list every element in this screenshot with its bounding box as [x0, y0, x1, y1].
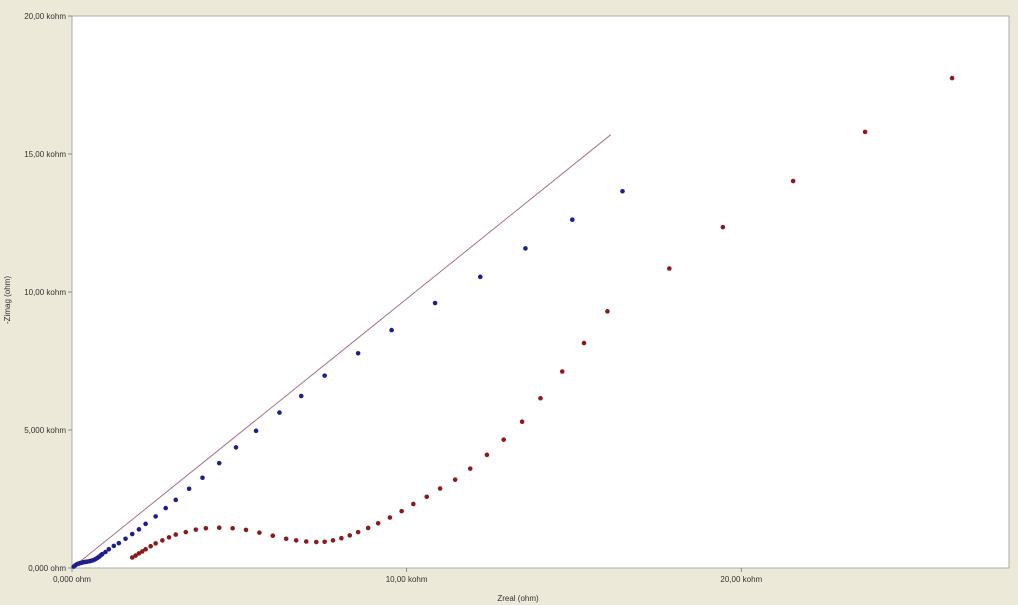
data-point [143, 546, 148, 552]
data-point [355, 350, 361, 356]
data-point [153, 514, 158, 519]
data-point [233, 445, 239, 450]
x-tick-label: 10,00 kohm [386, 575, 428, 584]
data-point [166, 535, 172, 540]
data-point [129, 531, 135, 537]
data-point [143, 521, 148, 527]
y-tick-label: 0,000 ohm [28, 564, 66, 573]
data-point [862, 129, 868, 135]
data-point [581, 340, 587, 346]
data-point [183, 529, 189, 535]
data-point [106, 546, 112, 552]
y-tick-label: 5,000 kohm [24, 426, 66, 435]
x-axis-ticks: 0,000 ohm 10,00 kohm 20,00 kohm [53, 568, 763, 584]
data-point [720, 224, 726, 230]
data-point [432, 300, 438, 306]
data-point [103, 549, 108, 555]
y-axis-ticks: 0,000 ohm 5,000 kohm 10,00 kohm 15,00 kohm 2… [24, 12, 72, 573]
data-point [160, 538, 165, 543]
data-point [123, 536, 128, 542]
data-point [200, 475, 205, 481]
data-point [133, 553, 138, 558]
data-point [243, 527, 249, 533]
data-series-group [71, 75, 955, 569]
data-point [313, 539, 319, 545]
data-point [605, 309, 610, 314]
data-point [257, 530, 262, 535]
data-point [173, 532, 179, 537]
y-tick-label: 15,00 kohm [24, 150, 66, 159]
series-1 [129, 75, 955, 560]
data-point [523, 246, 528, 251]
data-point [559, 369, 565, 374]
reference-line-group [71, 134, 612, 569]
data-point [375, 520, 381, 526]
data-point [253, 428, 259, 434]
data-point [193, 527, 199, 532]
data-point [667, 266, 672, 271]
data-point [389, 327, 394, 333]
data-point [424, 494, 430, 500]
data-point [501, 437, 506, 442]
data-point [270, 533, 276, 539]
data-point [330, 538, 336, 543]
data-point [387, 515, 393, 520]
data-point [216, 460, 222, 466]
data-point [111, 543, 117, 549]
data-point [347, 533, 353, 538]
data-point [484, 452, 490, 458]
data-point [437, 486, 443, 491]
data-point [129, 555, 135, 560]
data-point [949, 75, 955, 81]
data-point [790, 178, 796, 184]
series-0 [71, 188, 625, 569]
plot-area [71, 15, 1010, 569]
y-axis-title: -Zimag (ohm) [3, 276, 12, 324]
data-point [298, 393, 304, 399]
x-tick-label: 0,000 ohm [53, 575, 91, 584]
data-point [216, 525, 222, 531]
data-point [322, 373, 327, 378]
x-axis-title: Zreal (ohm) [497, 594, 539, 603]
data-point [283, 536, 289, 542]
data-point [293, 538, 299, 543]
data-point [136, 551, 142, 556]
data-point [355, 529, 361, 535]
data-point [139, 549, 145, 554]
data-point [99, 551, 105, 557]
y-tick-label: 10,00 kohm [24, 288, 66, 297]
data-point [519, 419, 525, 425]
data-point [230, 525, 235, 531]
data-point [153, 541, 158, 546]
data-point [365, 525, 371, 531]
data-point [148, 543, 153, 549]
data-point [203, 525, 209, 531]
data-point [399, 508, 404, 514]
data-point [186, 486, 192, 492]
data-point [411, 501, 416, 507]
data-point [452, 477, 458, 482]
data-point [277, 410, 282, 415]
x-tick-label: 20,00 kohm [720, 575, 762, 584]
data-point [620, 188, 625, 194]
data-point [538, 395, 543, 401]
data-point [136, 527, 142, 532]
data-point [339, 535, 344, 541]
data-point [569, 217, 575, 222]
data-point [477, 274, 483, 280]
data-point [322, 539, 327, 545]
data-point [467, 466, 473, 471]
data-point [163, 505, 168, 511]
reference-line [71, 134, 612, 569]
y-tick-label: 20,00 kohm [24, 12, 66, 21]
data-point [116, 540, 122, 546]
data-point [303, 539, 309, 544]
data-point [173, 497, 179, 503]
